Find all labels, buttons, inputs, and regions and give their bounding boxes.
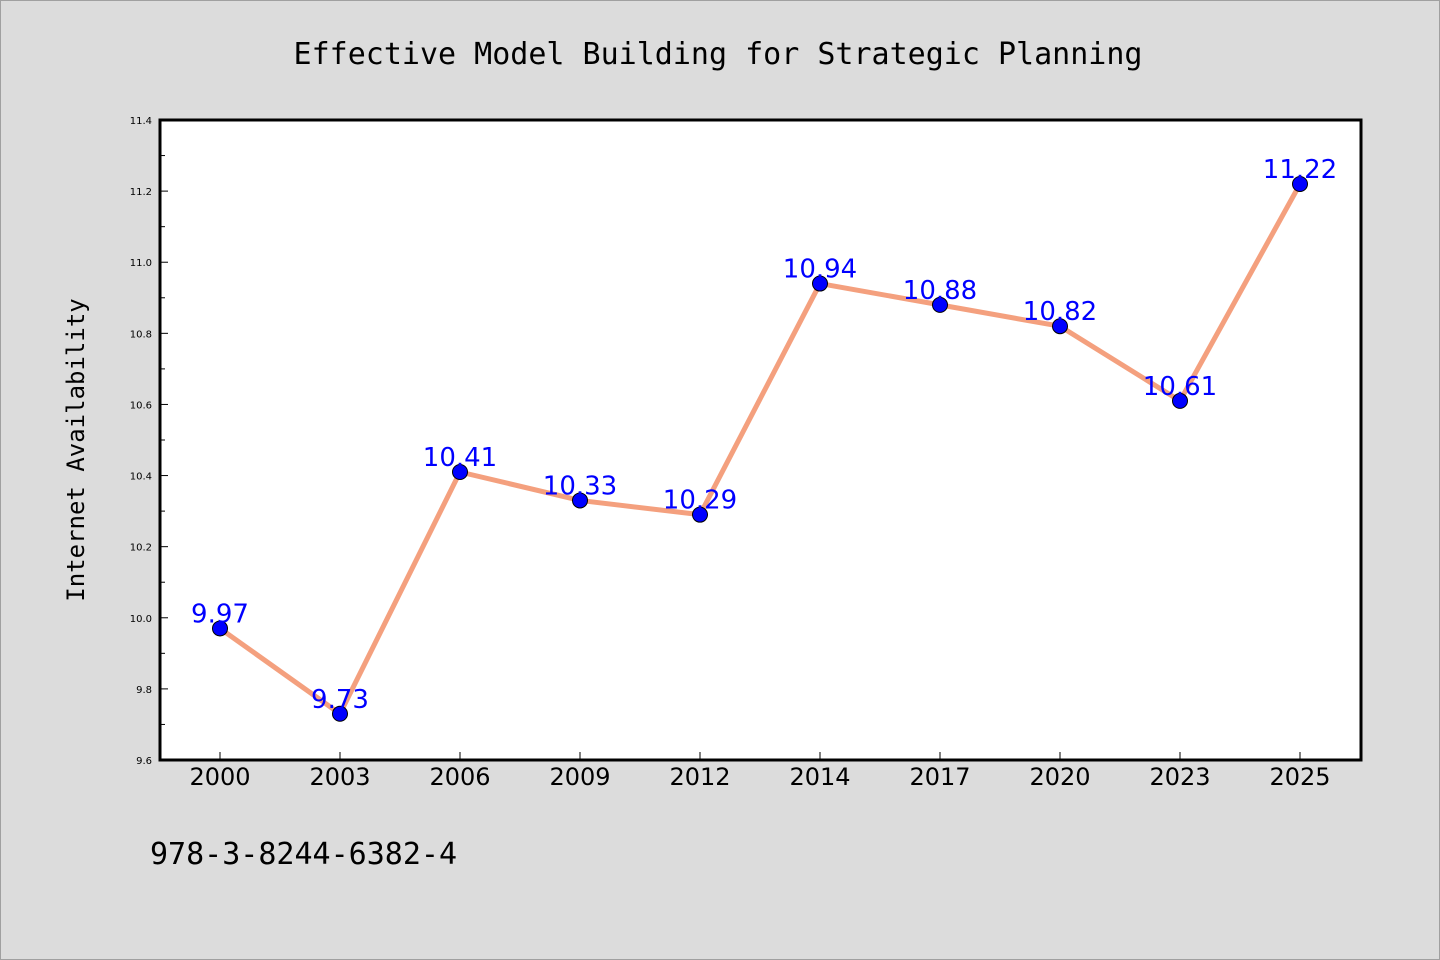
x-tick-label: 2025 <box>1269 763 1330 791</box>
data-point <box>452 464 468 480</box>
data-label: 9.97 <box>191 599 249 629</box>
x-tick-label: 2006 <box>429 763 490 791</box>
x-axis: 2000 2003 2006 2009 2012 2014 2017 2020 2023 2025 <box>189 752 1331 791</box>
data-point <box>1172 392 1188 409</box>
y-tick-label: 10.0 <box>130 614 152 625</box>
isbn-text: 978-3-8244-6382-4 <box>150 837 457 872</box>
x-tick-label: 2000 <box>189 763 250 791</box>
data-label: 10.94 <box>783 255 857 285</box>
data-label: 10.88 <box>903 276 977 306</box>
y-tick-label: 10.2 <box>130 543 152 554</box>
x-tick-label: 2009 <box>549 763 610 791</box>
x-tick-label: 2020 <box>1029 763 1090 791</box>
data-label: 10.41 <box>423 443 497 473</box>
x-tick-label: 2014 <box>789 763 850 791</box>
plot-border <box>158 118 1363 762</box>
data-point <box>572 492 588 509</box>
data-label: 10.82 <box>1023 297 1097 327</box>
data-label: 10.61 <box>1143 372 1217 402</box>
x-tick-label: 2017 <box>909 763 970 791</box>
chart-title: Effective Model Building for Strategic P… <box>294 37 1143 72</box>
y-tick-label: 9.6 <box>136 756 152 767</box>
y-tick-label: 11.0 <box>130 258 152 269</box>
x-tick-label: 2003 <box>309 763 370 791</box>
data-point <box>692 506 708 523</box>
data-point <box>1292 176 1308 192</box>
data-label: 10.29 <box>663 486 737 516</box>
y-tick-label: 10.8 <box>130 329 152 340</box>
data-point <box>932 296 948 313</box>
y-tick-label: 11.2 <box>130 187 152 198</box>
data-label: 9.73 <box>311 685 369 715</box>
y-tick-label: 11.4 <box>130 116 152 127</box>
series-line <box>217 181 1303 717</box>
data-point <box>332 705 348 722</box>
plot-area <box>160 120 1361 760</box>
x-tick-label: 2023 <box>1149 763 1210 791</box>
data-point <box>812 275 828 292</box>
series-layer <box>212 176 1308 722</box>
y-tick-label: 10.6 <box>130 400 152 411</box>
data-point <box>212 620 228 637</box>
y-tick-label: 10.4 <box>130 472 152 483</box>
x-tick-label: 2012 <box>669 763 730 791</box>
data-labels: 9.97 9.73 10.41 10.33 10.29 10.94 10.88 10.82 10… <box>191 155 1337 715</box>
y-axis-label: Internet Availability <box>62 298 90 601</box>
y-tick-label: 9.8 <box>136 685 152 696</box>
data-point <box>1052 318 1068 335</box>
data-label: 11.22 <box>1263 155 1337 185</box>
data-label: 10.33 <box>543 471 617 501</box>
